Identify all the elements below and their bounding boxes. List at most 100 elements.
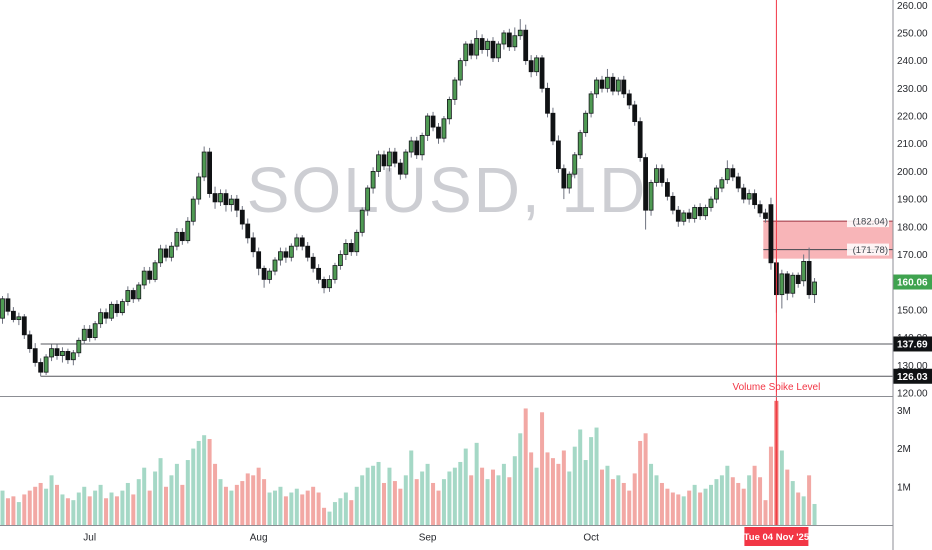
level-price-badge[interactable] xyxy=(893,336,932,352)
volume-axis-label[interactable]: 2M xyxy=(897,444,911,455)
volume-bar xyxy=(273,490,277,525)
candle-down xyxy=(539,57,545,89)
volume-bar xyxy=(398,488,403,525)
volume-bar xyxy=(567,471,572,525)
candle-up xyxy=(681,212,687,222)
volume-bar xyxy=(540,412,545,525)
volume-bar xyxy=(534,467,539,525)
candle-down xyxy=(21,316,27,336)
candle-down xyxy=(757,204,763,214)
price-axis-label[interactable]: 150.00 xyxy=(897,305,928,316)
price-axis-label[interactable]: 120.00 xyxy=(897,388,928,399)
volume-bar xyxy=(16,502,21,525)
volume-bar xyxy=(131,494,136,525)
volume-spike-annotation[interactable]: Volume Spike Level xyxy=(732,382,820,393)
zone-mid-label[interactable]: (171.78) xyxy=(853,245,888,256)
volume-bar xyxy=(687,490,692,525)
volume-bar xyxy=(158,458,163,525)
candle-up xyxy=(517,29,523,37)
volume-bar xyxy=(681,496,686,525)
candle-down xyxy=(436,126,441,139)
candle-up xyxy=(512,35,518,48)
volume-bar xyxy=(5,498,10,525)
candle-up xyxy=(403,151,409,175)
price-axis-label[interactable]: 230.00 xyxy=(897,84,928,95)
time-axis-label[interactable]: Aug xyxy=(250,533,268,544)
volume-bar xyxy=(98,484,103,525)
volume-bar xyxy=(11,496,16,525)
candle-up xyxy=(496,43,501,59)
candle-down xyxy=(665,182,670,197)
candle-up xyxy=(746,193,752,200)
candle-down xyxy=(250,237,256,253)
candle-up xyxy=(218,193,223,203)
candle-down xyxy=(38,362,44,373)
zone-top-label[interactable]: (182.04) xyxy=(853,217,888,228)
volume-bar xyxy=(283,496,288,525)
candle-down xyxy=(523,29,529,62)
volume-bar xyxy=(518,433,523,525)
candle-up xyxy=(425,115,431,136)
volume-bar xyxy=(469,475,474,525)
candle-down xyxy=(430,115,436,128)
volume-axis-label[interactable]: 3M xyxy=(897,406,911,417)
volume-bar xyxy=(305,490,310,525)
price-axis-label[interactable]: 240.00 xyxy=(897,56,928,67)
price-axis-label[interactable]: 180.00 xyxy=(897,222,928,233)
volume-bar xyxy=(725,465,730,525)
candle-down xyxy=(545,87,550,114)
price-axis-label[interactable]: 130.00 xyxy=(897,361,928,372)
volume-bar xyxy=(796,492,801,525)
candle-up xyxy=(446,99,452,120)
price-axis-label[interactable]: 200.00 xyxy=(897,167,928,178)
volume-bar xyxy=(621,482,626,525)
last-price-badge[interactable] xyxy=(893,274,932,290)
volume-bar xyxy=(147,490,152,525)
volume-bar xyxy=(343,492,348,525)
candle-up xyxy=(190,198,196,222)
price-axis-label[interactable]: 260.00 xyxy=(897,1,928,12)
candle-up xyxy=(408,140,414,153)
volume-axis-label[interactable]: 1M xyxy=(897,482,911,493)
volume-bar xyxy=(485,479,490,525)
volume-bar xyxy=(632,473,637,525)
candle-down xyxy=(261,267,267,280)
candle-up xyxy=(267,270,272,280)
time-axis-label[interactable]: Sep xyxy=(419,533,437,544)
volume-bar xyxy=(403,475,408,525)
volume-bar xyxy=(452,467,457,525)
candle-down xyxy=(741,187,747,200)
volume-bar xyxy=(441,479,446,525)
volume-bar xyxy=(752,465,757,525)
volume-bar xyxy=(638,440,643,525)
volume-bar xyxy=(76,492,81,525)
time-axis-label[interactable]: Oct xyxy=(583,533,599,544)
candle-up xyxy=(692,207,698,219)
volume-bar xyxy=(594,427,599,525)
price-axis-label[interactable]: 220.00 xyxy=(897,112,928,123)
level-price-badge[interactable] xyxy=(893,368,932,384)
volume-bar xyxy=(431,482,436,525)
candle-up xyxy=(70,352,76,361)
price-axis-label[interactable]: 210.00 xyxy=(897,139,928,150)
price-axis-label[interactable]: 170.00 xyxy=(897,250,928,261)
candle-up xyxy=(714,187,719,200)
volume-bar xyxy=(65,498,70,525)
volume-bar xyxy=(278,486,283,525)
candle-up xyxy=(708,198,714,208)
candle-down xyxy=(87,328,93,338)
time-axis-label[interactable]: Jul xyxy=(83,533,96,544)
volume-bar xyxy=(436,490,441,525)
volume-bar xyxy=(218,479,223,525)
candle-up xyxy=(370,171,376,189)
volume-series xyxy=(0,400,817,525)
price-axis-label[interactable]: 190.00 xyxy=(897,195,928,206)
price-axis-label[interactable]: 250.00 xyxy=(897,28,928,39)
volume-bar xyxy=(736,482,741,525)
candle-down xyxy=(610,76,616,92)
volume-bar xyxy=(758,477,763,525)
event-date-badge[interactable] xyxy=(744,527,809,546)
volume-bar xyxy=(262,479,267,525)
volume-bar xyxy=(245,473,250,525)
